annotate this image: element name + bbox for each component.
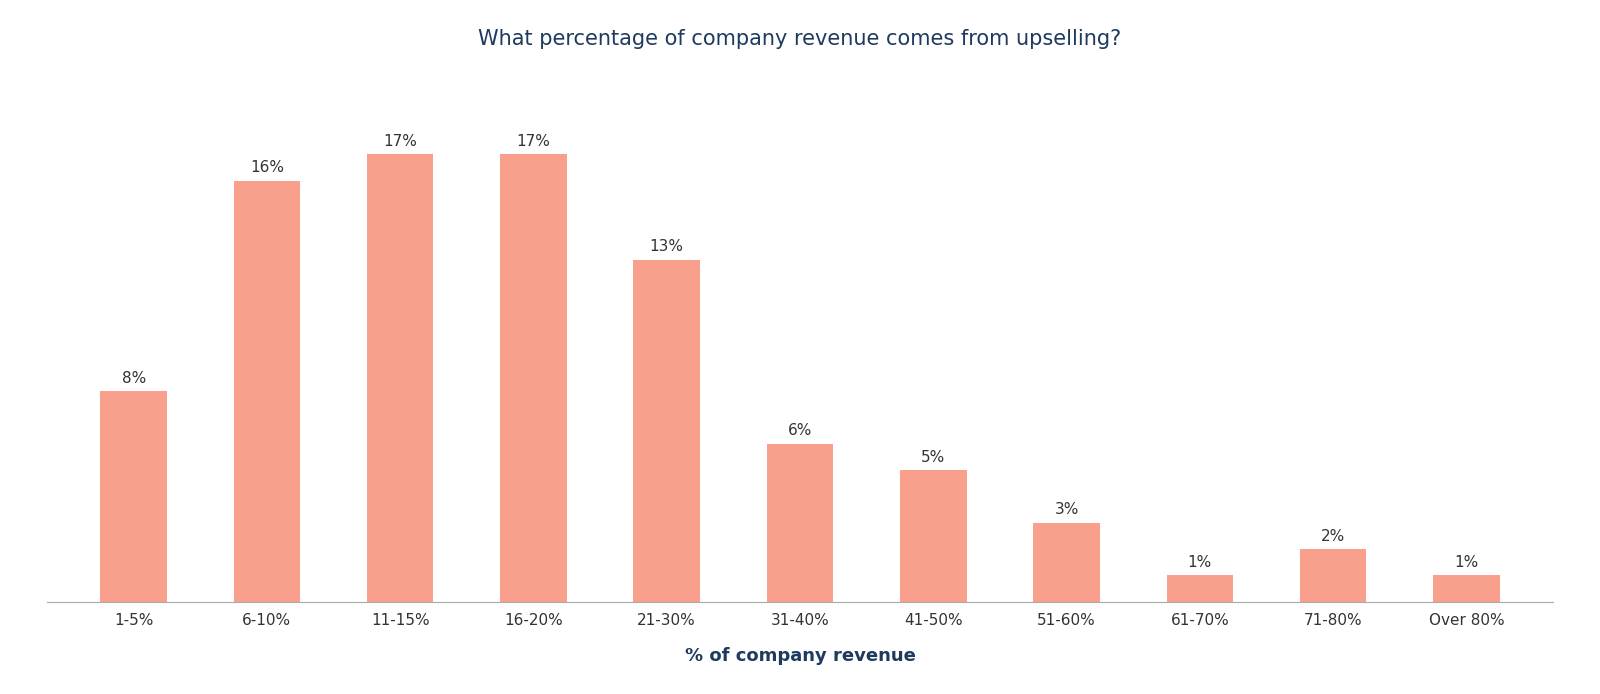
Bar bbox=[899, 470, 966, 602]
Bar bbox=[501, 154, 566, 602]
Bar bbox=[234, 180, 301, 602]
Bar bbox=[766, 443, 834, 602]
Bar bbox=[1166, 575, 1234, 602]
Bar bbox=[1034, 523, 1099, 602]
Text: 1%: 1% bbox=[1454, 555, 1478, 570]
Text: 16%: 16% bbox=[250, 160, 283, 176]
Text: 1%: 1% bbox=[1187, 555, 1211, 570]
Text: 6%: 6% bbox=[787, 423, 813, 439]
Text: 13%: 13% bbox=[650, 239, 683, 254]
Text: 8%: 8% bbox=[122, 371, 146, 386]
Text: 17%: 17% bbox=[517, 134, 550, 149]
Title: What percentage of company revenue comes from upselling?: What percentage of company revenue comes… bbox=[478, 29, 1122, 49]
Text: 17%: 17% bbox=[384, 134, 418, 149]
Bar bbox=[1434, 575, 1499, 602]
Bar bbox=[101, 391, 166, 602]
Text: 5%: 5% bbox=[922, 450, 946, 465]
Bar bbox=[1299, 549, 1366, 602]
X-axis label: % of company revenue: % of company revenue bbox=[685, 647, 915, 665]
Bar bbox=[634, 260, 701, 602]
Text: 3%: 3% bbox=[1054, 502, 1078, 518]
Text: 2%: 2% bbox=[1322, 529, 1346, 543]
Bar bbox=[366, 154, 434, 602]
